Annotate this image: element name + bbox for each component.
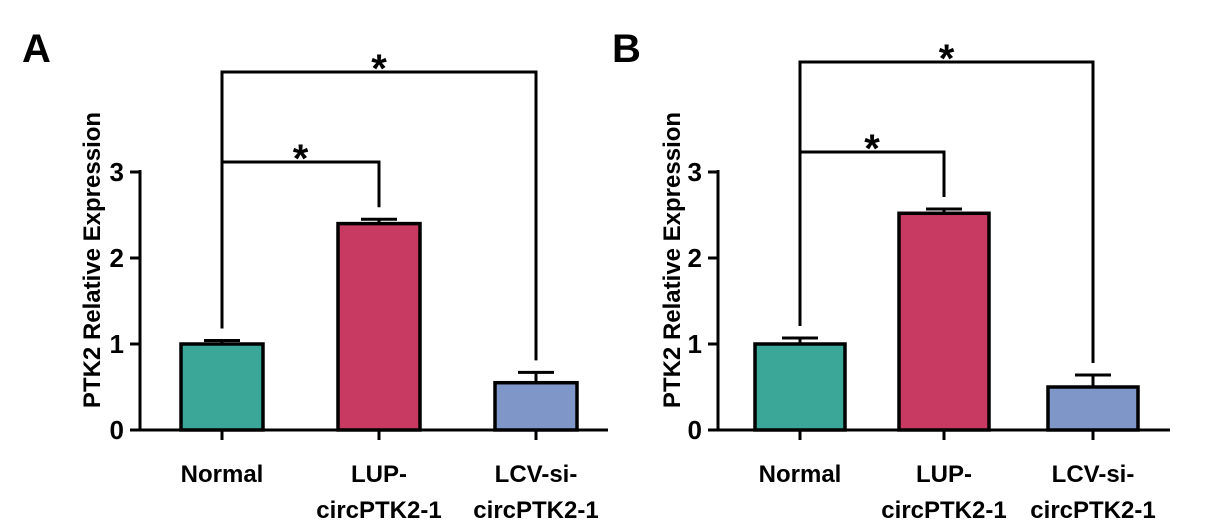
x-tick-label: circPTK2-1: [1030, 497, 1155, 524]
panel-letter: A: [22, 27, 51, 71]
x-tick-label: LUP-: [351, 461, 407, 488]
y-tick-label: 3: [110, 157, 124, 187]
y-tick-label: 0: [688, 415, 702, 445]
y-axis-title: PTK2 Relative Expression: [79, 112, 106, 408]
x-tick-label: Normal: [759, 461, 842, 488]
x-tick-label: LUP-: [916, 461, 972, 488]
x-tick-label: LCV-si-: [1052, 461, 1135, 488]
error-bar: [1075, 373, 1111, 387]
x-tick-label: circPTK2-1: [881, 497, 1006, 524]
error-bar: [518, 370, 554, 383]
significance-bracket: [220, 70, 538, 361]
error-bar: [204, 339, 240, 344]
bar: [753, 342, 847, 432]
significance-label: *: [293, 137, 309, 181]
error-bar: [361, 217, 397, 224]
error-bar: [782, 336, 818, 344]
panel-letter: B: [612, 27, 641, 71]
bar: [1046, 385, 1140, 432]
y-tick-label: 2: [688, 243, 702, 273]
y-tick-label: 1: [110, 329, 124, 359]
bar: [336, 221, 422, 432]
bar: [493, 380, 579, 432]
y-tick-label: 2: [110, 243, 124, 273]
x-tick-label: LCV-si-: [495, 461, 578, 488]
bar: [897, 211, 991, 432]
significance-label: *: [939, 37, 955, 81]
x-tick-label: Normal: [181, 461, 264, 488]
significance-label: *: [864, 127, 880, 171]
x-tick-label: circPTK2-1: [316, 497, 441, 524]
x-tick-label: circPTK2-1: [473, 497, 598, 524]
significance-label: *: [371, 47, 387, 91]
y-axis-title: PTK2 Relative Expression: [659, 112, 686, 408]
y-tick-label: 1: [688, 329, 702, 359]
y-tick-label: 3: [688, 157, 702, 187]
error-bar: [926, 207, 962, 214]
y-tick-label: 0: [110, 415, 124, 445]
significance-bracket: [798, 60, 1095, 363]
bar: [179, 342, 265, 432]
